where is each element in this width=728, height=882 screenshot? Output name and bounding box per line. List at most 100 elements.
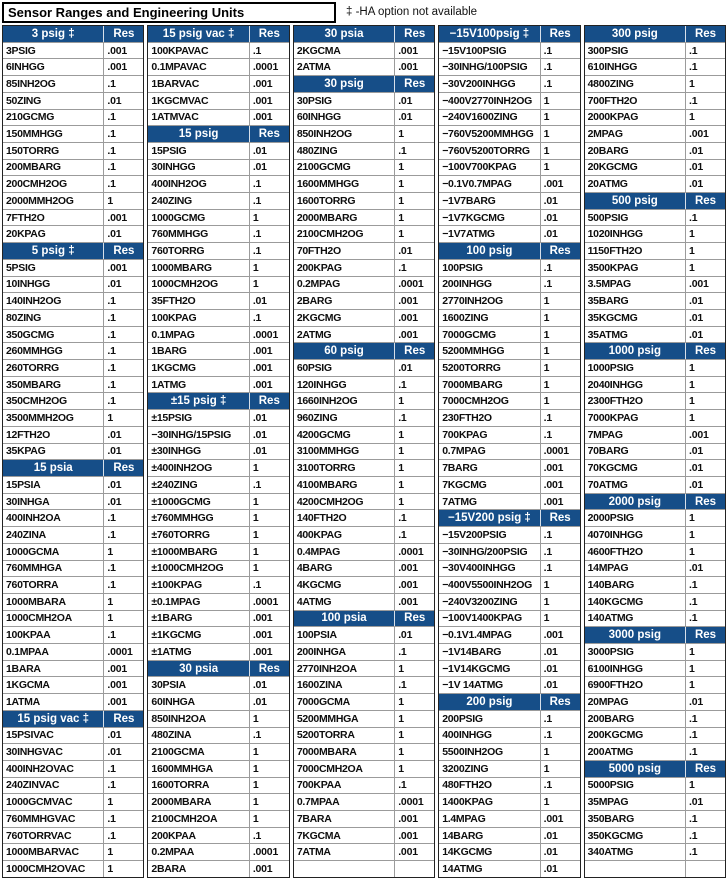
res-cell: .001 bbox=[543, 178, 564, 191]
range-cell: 60PSIG bbox=[294, 360, 396, 376]
range-row: 2BARA .001 bbox=[148, 860, 289, 877]
range-row: 70BARG .01 bbox=[584, 442, 726, 460]
res-cell: 1 bbox=[252, 211, 259, 224]
res-cell: .01 bbox=[107, 428, 122, 441]
res-cell: .1 bbox=[252, 44, 262, 57]
range-cell: 20ATMG bbox=[585, 176, 687, 193]
range-cell: 0.7MPAA bbox=[294, 794, 396, 811]
res-cell: .1 bbox=[543, 261, 553, 274]
range-row: 30INHGG .01 bbox=[148, 158, 289, 176]
res-cell: .001 bbox=[107, 679, 128, 692]
res-cell: 1 bbox=[543, 746, 550, 759]
res-cell: .1 bbox=[689, 94, 698, 107]
range-cell: 400INH2OVAC bbox=[3, 760, 105, 777]
range-row: 5500INH2OG 1 bbox=[439, 743, 580, 760]
section-header-label: −15V200 psig ‡ bbox=[439, 510, 541, 527]
res-cell: .001 bbox=[543, 495, 564, 508]
range-row: 20KPAG .01 bbox=[3, 225, 144, 243]
range-cell: 6INHGG bbox=[3, 59, 105, 76]
res-cell: 1 bbox=[689, 261, 695, 274]
range-cell: 3500MMH2OG bbox=[3, 410, 105, 426]
range-cell: 0.1MPAG bbox=[148, 326, 250, 343]
range-row: −760V5200TORRG 1 bbox=[439, 141, 580, 159]
range-cell: ±15PSIG bbox=[148, 410, 250, 426]
section-header-row: 30 psia Res bbox=[293, 26, 435, 42]
section-header-row: ±15 psig ‡ Res bbox=[148, 392, 289, 410]
range-row: 4100MBARG 1 bbox=[293, 475, 435, 493]
res-cell: .001 bbox=[107, 662, 128, 675]
section-header-label: 100 psig bbox=[439, 243, 541, 259]
res-cell: .01 bbox=[398, 244, 413, 257]
range-cell: 1000MBARA bbox=[3, 593, 105, 610]
range-row: 0.1MPAVAC .0001 bbox=[148, 58, 289, 76]
range-row: 30INHGVAC .01 bbox=[3, 743, 144, 760]
range-cell: 35ATMG bbox=[585, 326, 687, 343]
range-row: 5000PSIG 1 bbox=[584, 776, 726, 794]
res-header-label: Res bbox=[686, 343, 726, 360]
section-header-label: 3 psig ‡ bbox=[3, 26, 105, 42]
range-row: 14BARG .01 bbox=[439, 826, 580, 844]
res-cell: 1 bbox=[543, 579, 550, 592]
range-row: 14ATMG .01 bbox=[439, 860, 580, 877]
res-cell: .1 bbox=[398, 378, 407, 391]
range-cell: 4200GCMG bbox=[294, 426, 396, 443]
res-cell: .1 bbox=[107, 361, 116, 374]
res-cell: .1 bbox=[543, 528, 553, 541]
range-cell: 14ATMG bbox=[439, 861, 541, 877]
range-row: ±15PSIG .01 bbox=[148, 409, 289, 426]
range-row: 5200TORRG 1 bbox=[439, 359, 580, 376]
range-cell: 2ATMG bbox=[294, 326, 396, 343]
res-header-label: Res bbox=[104, 460, 144, 476]
res-cell: 1 bbox=[689, 528, 695, 541]
range-row: 150MMHGG .1 bbox=[3, 125, 144, 142]
range-cell: 0.2MPAG bbox=[294, 276, 396, 293]
range-cell: 1400KPAG bbox=[439, 794, 541, 811]
range-cell: 35KPAG bbox=[3, 443, 105, 460]
range-row: 4BARG .001 bbox=[293, 559, 435, 577]
res-cell: 1 bbox=[543, 311, 550, 324]
range-cell: 4ATMG bbox=[294, 593, 396, 610]
range-cell: 1ATMA bbox=[3, 694, 105, 710]
res-cell: 1 bbox=[543, 378, 550, 391]
range-cell: 5PSIG bbox=[3, 259, 105, 276]
range-row: 35KGCMG .01 bbox=[584, 308, 726, 326]
range-row: 30INHGA .01 bbox=[3, 492, 144, 510]
range-row: 400KPAG .1 bbox=[293, 526, 435, 543]
range-row: 400INH2OVAC .1 bbox=[3, 759, 144, 777]
range-row: ±0.1MPAG .0001 bbox=[148, 592, 289, 610]
res-cell: .001 bbox=[398, 295, 418, 308]
range-cell: 2BARA bbox=[148, 861, 250, 877]
range-row: 0.2MPAG .0001 bbox=[293, 275, 435, 293]
section-header-row: 200 psig Res bbox=[439, 693, 580, 710]
res-header-label: Res bbox=[249, 660, 289, 677]
range-cell: 2000MBARA bbox=[148, 794, 250, 811]
res-cell: .001 bbox=[398, 846, 418, 859]
range-cell: 140FTH2O bbox=[294, 510, 396, 527]
section-header-label: 500 psig bbox=[584, 193, 687, 209]
range-cell: 300PSIG bbox=[585, 42, 687, 59]
res-cell: 1 bbox=[543, 595, 550, 608]
range-cell: 960ZING bbox=[294, 410, 396, 426]
range-row: 1000GCMVAC 1 bbox=[3, 793, 144, 811]
range-cell: 30INHGVAC bbox=[3, 744, 105, 760]
res-cell: 1 bbox=[252, 812, 259, 825]
res-cell: .1 bbox=[689, 579, 698, 592]
res-cell: .1 bbox=[543, 44, 553, 57]
res-cell: .1 bbox=[689, 595, 698, 608]
range-cell: 350KGCMG bbox=[585, 827, 687, 844]
range-cell: 700KPAG bbox=[439, 426, 541, 443]
res-cell: .01 bbox=[689, 161, 704, 174]
range-row: 850INH2OA 1 bbox=[148, 709, 289, 727]
range-row: 140FTH2O .1 bbox=[293, 509, 435, 527]
section-header-label: 3000 psig bbox=[584, 627, 687, 644]
range-row: 1000MBARG 1 bbox=[148, 258, 289, 276]
range-row: 3500MMH2OG 1 bbox=[3, 409, 144, 426]
range-row: 0.7MPAA .0001 bbox=[293, 793, 435, 811]
range-row: 1000MBARVAC 1 bbox=[3, 843, 144, 861]
section-header-label: 5 psig ‡ bbox=[3, 243, 105, 259]
res-cell: .001 bbox=[689, 128, 709, 141]
range-cell: 200INHGG bbox=[439, 276, 541, 293]
range-cell: ±1000CMH2OG bbox=[148, 560, 250, 577]
range-row: 10INHGG .01 bbox=[3, 275, 144, 293]
range-row: 1600TORRA 1 bbox=[148, 776, 289, 794]
